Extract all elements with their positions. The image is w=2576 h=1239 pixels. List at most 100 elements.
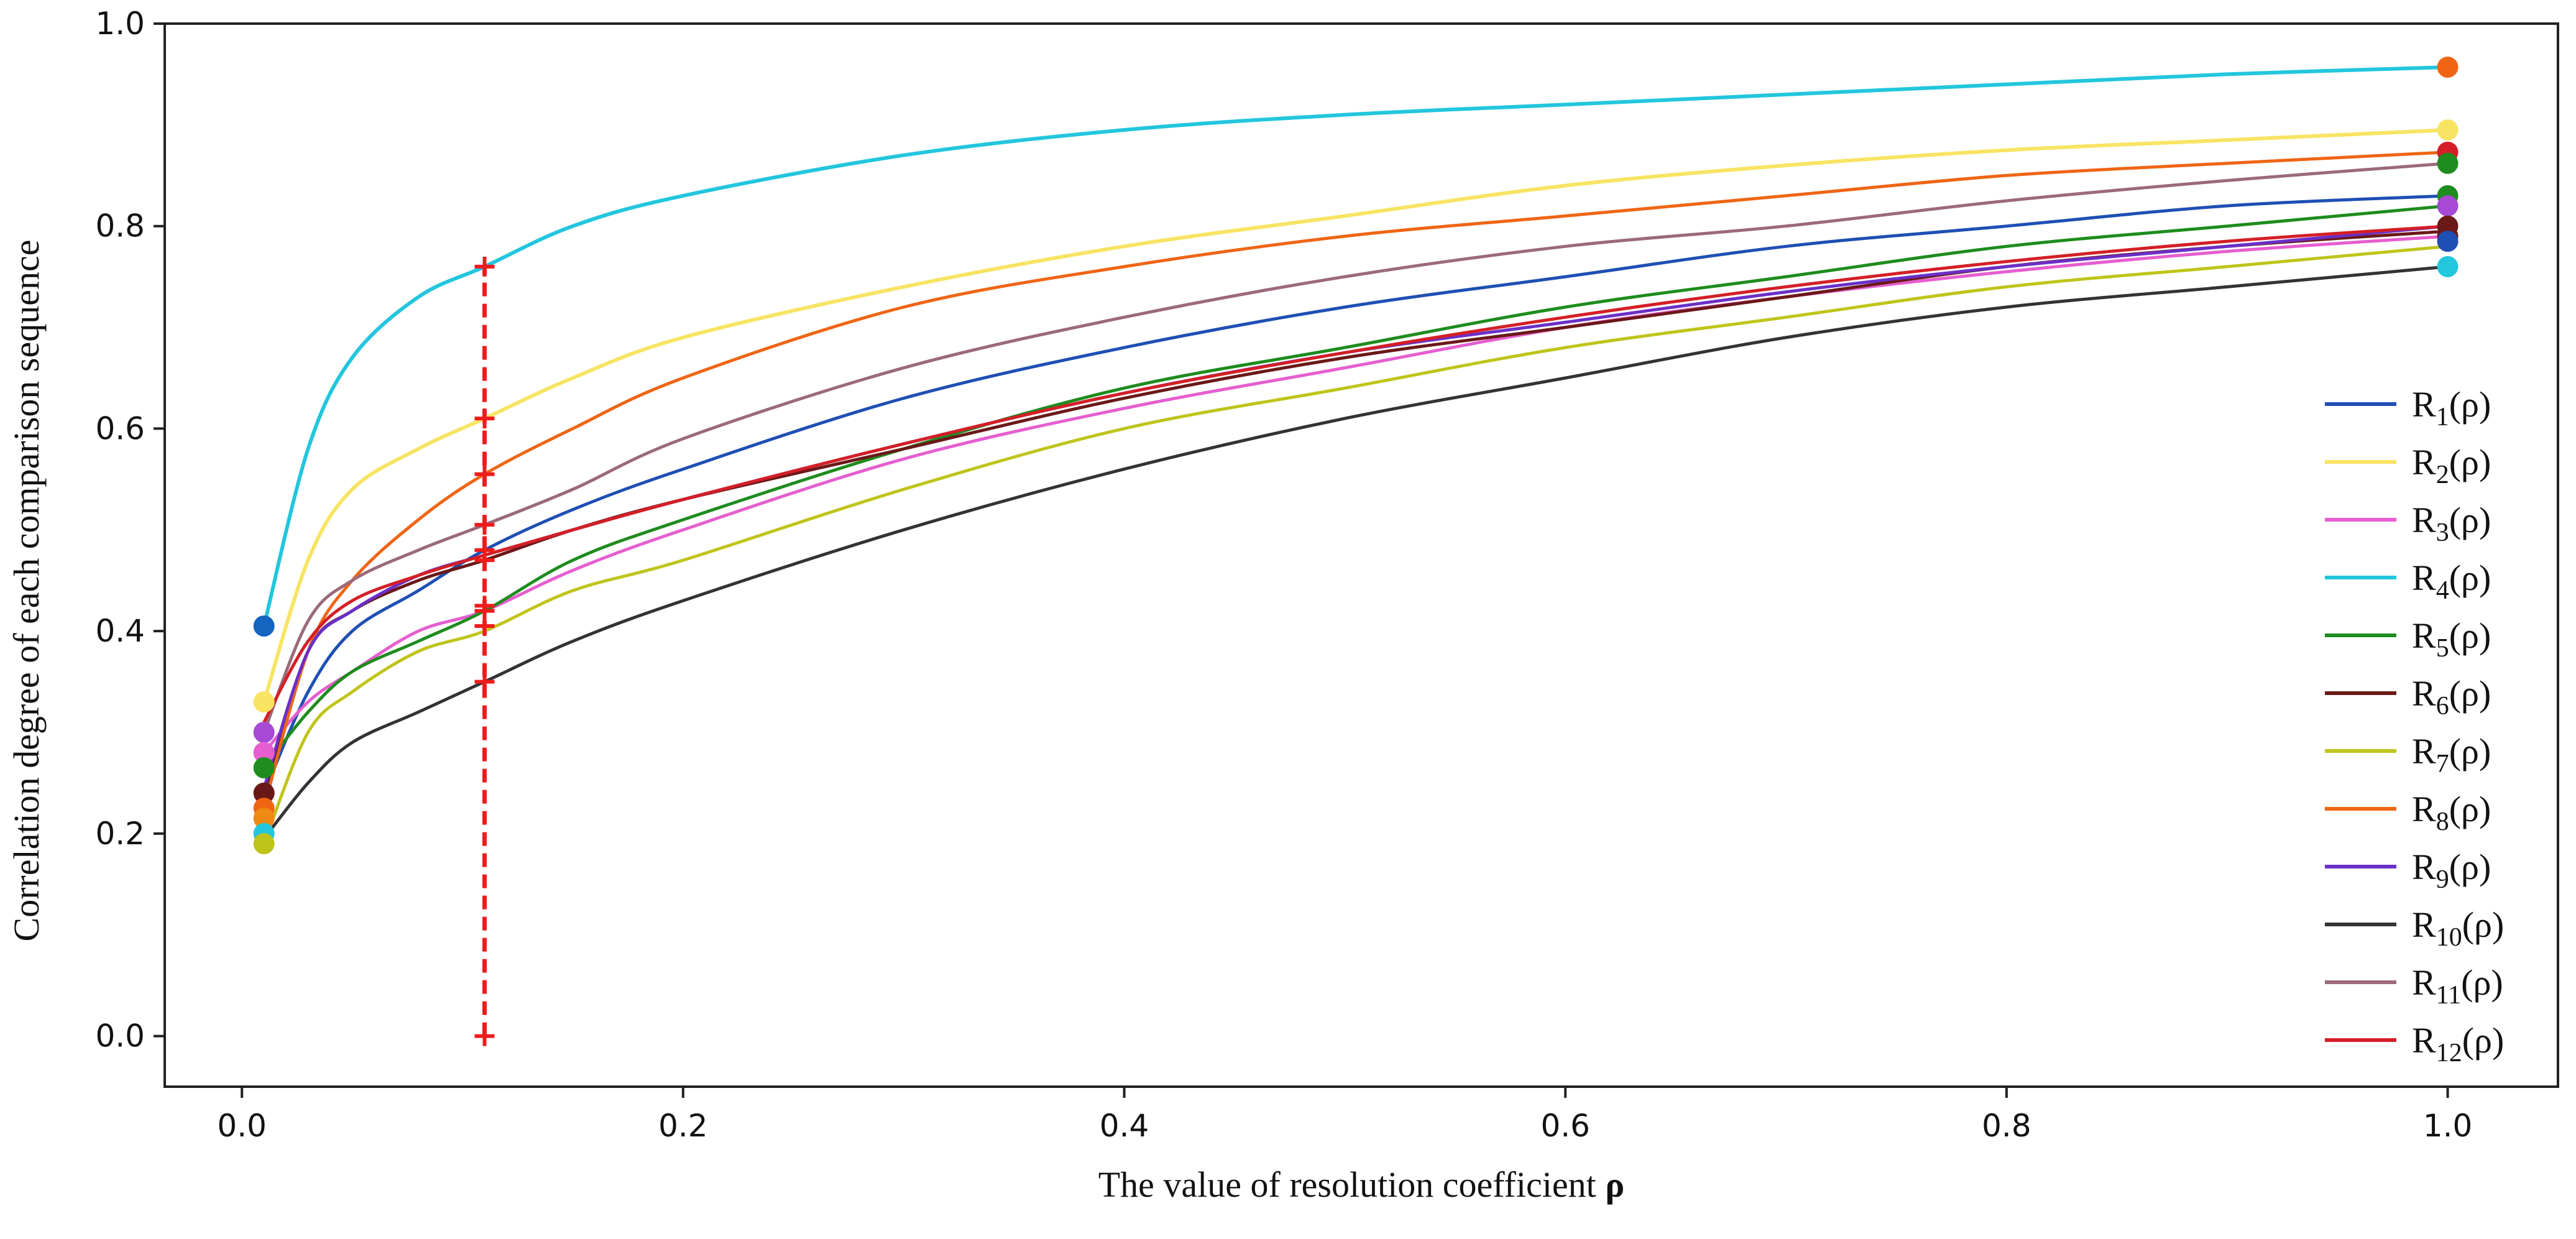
y-axis-ticks: 0.0 0.2 0.4 0.6 0.8 1.0 — [95, 6, 165, 1054]
legend-label-subscript: 8 — [2436, 808, 2449, 836]
start-point-marker — [253, 782, 275, 804]
legend-label-suffix: (ρ) — [2449, 673, 2491, 714]
legend-label-name: R — [2412, 731, 2436, 771]
y-tick-label: 1.0 — [95, 6, 145, 42]
legend-label-r6: R6(ρ) — [2412, 673, 2491, 721]
legend-label-suffix: (ρ) — [2462, 1020, 2505, 1061]
legend-label-subscript: 9 — [2436, 865, 2449, 894]
end-point-marker — [2437, 152, 2459, 174]
y-tick-label: 0.8 — [95, 208, 145, 244]
x-tick-label: 0.4 — [1100, 1108, 1149, 1144]
series-line-r1 — [262, 194, 2448, 794]
reference-cross-marker — [474, 1026, 495, 1046]
legend-label-r7: R7(ρ) — [2412, 731, 2491, 778]
legend-label-suffix: (ρ) — [2449, 731, 2491, 771]
legend-label-r9: R9(ρ) — [2412, 847, 2491, 894]
legend-label-r4: R4(ρ) — [2412, 558, 2491, 605]
legend-label-subscript: 1 — [2436, 403, 2449, 431]
series-line-r4 — [262, 65, 2448, 627]
x-tick-label: 0.6 — [1540, 1108, 1590, 1144]
legend-label-subscript: 11 — [2436, 981, 2461, 1010]
legend-label-r1: R1(ρ) — [2412, 384, 2491, 431]
plot-area — [163, 22, 2559, 1088]
legend-label-suffix: (ρ) — [2461, 962, 2503, 1003]
start-point-marker — [253, 757, 275, 778]
legend-label-subscript: 2 — [2436, 461, 2449, 489]
legend-label-name: R — [2412, 673, 2436, 714]
legend-label-suffix: (ρ) — [2449, 558, 2491, 598]
legend-label-subscript: 10 — [2436, 923, 2462, 952]
start-point-marker — [253, 742, 275, 763]
reference-cross-marker — [474, 540, 495, 560]
start-point-marker — [253, 722, 275, 743]
legend-label-suffix: (ρ) — [2449, 442, 2491, 482]
x-tick-label: 1.0 — [2423, 1108, 2473, 1144]
series-line-r7 — [262, 244, 2448, 845]
series-line-r10 — [262, 265, 2448, 840]
start-point-marker — [253, 808, 275, 829]
reference-cross-marker — [474, 515, 495, 535]
start-point-marker — [253, 615, 275, 637]
legend-label-name: R — [2412, 905, 2436, 945]
end-point-marker — [2437, 231, 2459, 252]
legend-label-r10: R10(ρ) — [2412, 905, 2504, 952]
legend-label-suffix: (ρ) — [2449, 847, 2491, 887]
series-line-r8 — [262, 150, 2448, 809]
legend-label-subscript: 5 — [2436, 634, 2449, 663]
end-point-marker — [2437, 256, 2459, 277]
legend-label-r3: R3(ρ) — [2412, 500, 2491, 547]
legend-label-suffix: (ρ) — [2449, 384, 2491, 425]
x-axis-label-text: The value of resolution coefficient — [1098, 1164, 1605, 1205]
start-point-marker — [253, 691, 275, 713]
legend-label-name: R — [2412, 1020, 2436, 1061]
legend-label-name: R — [2412, 789, 2436, 829]
x-tick-label: 0.8 — [1982, 1108, 2031, 1144]
x-axis-label: The value of resolution coefficient ρ — [1098, 1164, 1625, 1205]
legend-label-name: R — [2412, 384, 2436, 425]
reference-cross-marker — [474, 256, 495, 277]
reference-cross-marker — [474, 408, 495, 429]
y-tick-label: 0.6 — [95, 410, 145, 446]
series-line-r12 — [262, 224, 2448, 723]
x-axis-ticks: 0.0 0.2 0.4 0.6 0.8 1.0 — [217, 1087, 2472, 1144]
legend-label-subscript: 6 — [2436, 692, 2449, 721]
x-axis-label-symbol: ρ — [1605, 1164, 1624, 1205]
legend-label-subscript: 7 — [2436, 750, 2449, 778]
start-point-marker — [253, 833, 275, 855]
end-point-marker — [2437, 57, 2459, 78]
series-group — [262, 65, 2448, 845]
endpoint-markers-group — [253, 57, 2459, 1046]
legend-label-r2: R2(ρ) — [2412, 442, 2491, 489]
legend-label-name: R — [2412, 615, 2436, 656]
series-line-r11 — [262, 162, 2448, 733]
legend-label-suffix: (ρ) — [2449, 615, 2491, 656]
legend-label-name: R — [2412, 847, 2436, 887]
legend-label-suffix: (ρ) — [2449, 500, 2491, 540]
end-point-marker — [2437, 195, 2459, 217]
series-line-r2 — [262, 128, 2448, 702]
y-tick-label: 0.2 — [95, 816, 145, 852]
reference-cross-marker — [474, 596, 495, 616]
legend-label-name: R — [2412, 962, 2436, 1003]
end-point-marker — [2437, 119, 2459, 140]
series-line-r5 — [262, 204, 2448, 769]
legend-label-r8: R8(ρ) — [2412, 789, 2491, 836]
legend-label-subscript: 3 — [2436, 518, 2449, 547]
legend: R1(ρ)R2(ρ)R3(ρ)R4(ρ)R5(ρ)R6(ρ)R7(ρ)R8(ρ)… — [2325, 384, 2504, 1067]
y-tick-label: 0.4 — [95, 613, 145, 649]
y-axis-label: Correlation degree of each comparison se… — [6, 240, 47, 942]
legend-label-suffix: (ρ) — [2449, 789, 2491, 829]
legend-label-name: R — [2412, 500, 2436, 540]
legend-label-name: R — [2412, 442, 2436, 482]
x-tick-label: 0.2 — [658, 1108, 708, 1144]
legend-label-r11: R11(ρ) — [2412, 962, 2503, 1010]
y-tick-label: 0.0 — [95, 1018, 145, 1054]
legend-label-subscript: 4 — [2436, 576, 2449, 605]
reference-cross-marker — [474, 671, 495, 692]
x-tick-label: 0.0 — [217, 1108, 267, 1144]
legend-label-subscript: 12 — [2436, 1039, 2462, 1067]
legend-label-suffix: (ρ) — [2462, 905, 2505, 945]
series-line-r3 — [262, 234, 2448, 754]
